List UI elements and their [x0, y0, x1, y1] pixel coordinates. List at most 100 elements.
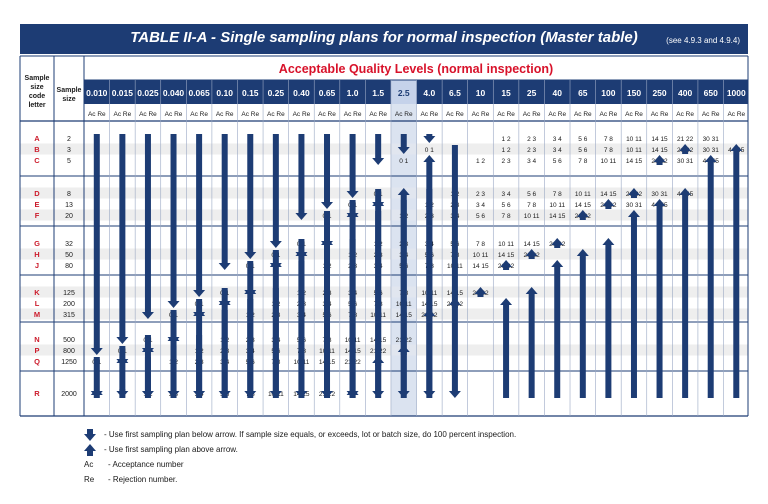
arrow-down-icon	[448, 145, 461, 398]
aql-value-label: 10	[476, 88, 486, 98]
arrow-up-icon	[602, 238, 615, 398]
ac-re-subheader: Ac Re	[651, 111, 669, 118]
ac-re-subheader: Ac Re	[702, 111, 720, 118]
sample-size: 200	[63, 301, 75, 308]
sample-size: 32	[65, 241, 73, 248]
arrow-up-icon	[84, 443, 104, 456]
ac-re-cell: 10 11	[626, 136, 642, 143]
ac-re-cell: 21 22	[677, 136, 694, 143]
code-letter: G	[34, 239, 40, 248]
arrow-down-icon	[90, 357, 103, 398]
ac-re-cell: 10 11	[473, 252, 489, 259]
code-letter: K	[34, 288, 40, 297]
ac-re-cell: 1 2	[502, 147, 511, 154]
ac-re-cell: 30 31	[677, 158, 694, 165]
ac-re-cell: 1 2	[476, 158, 485, 165]
ac-re-cell: 14 15	[651, 136, 668, 143]
aql-value-label: 25	[527, 88, 537, 98]
code-letter: M	[34, 310, 40, 319]
sample-size: 800	[63, 348, 75, 355]
ac-re-cell: 14 15	[575, 202, 592, 209]
arrow-up-icon	[500, 260, 513, 270]
arrow-down-icon	[116, 134, 129, 344]
ac-re-subheader: Ac Re	[139, 111, 157, 118]
arrow-up-icon	[525, 249, 538, 259]
arrow-up-icon	[602, 199, 615, 209]
ac-re-cell: 7 8	[578, 158, 587, 165]
aql-value-label: 15	[501, 88, 511, 98]
arrow-up-icon	[116, 356, 129, 398]
sample-size: 3	[67, 147, 71, 154]
sample-size: 8	[67, 191, 71, 198]
aql-value-label: 250	[652, 88, 666, 98]
legend-re-key: Re	[84, 475, 95, 484]
sample-size: 20	[65, 213, 73, 220]
sample-size: 2	[67, 136, 71, 143]
sample-size: 1250	[61, 359, 77, 366]
arrow-up-icon	[244, 287, 257, 398]
ac-re-subheader: Ac Re	[523, 111, 541, 118]
sample-size: 13	[65, 202, 73, 209]
arrow-up-icon	[141, 345, 154, 398]
code-letter: R	[34, 389, 40, 398]
code-letter: H	[34, 250, 39, 259]
arrow-up-icon	[627, 188, 640, 198]
ac-re-cell: 14 15	[549, 213, 566, 220]
aql-value-label: 1.0	[347, 88, 359, 98]
aql-value-label: 0.40	[293, 88, 310, 98]
arrow-up-icon	[679, 188, 692, 398]
ac-re-subheader: Ac Re	[600, 111, 618, 118]
ac-re-cell: 14 15	[498, 252, 515, 259]
aql-value-label: 0.025	[137, 88, 159, 98]
ac-re-cell: 10 11	[600, 158, 616, 165]
arrow-up-icon	[653, 155, 666, 165]
ac-re-cell: 10 11	[498, 241, 514, 248]
aql-value-label: 65	[578, 88, 588, 98]
code-letter: D	[34, 189, 40, 198]
ac-re-subheader: Ac Re	[88, 111, 106, 118]
arrow-down-icon	[423, 134, 436, 143]
code-letter-header-word: Sample	[25, 75, 50, 82]
legend: - Use first sampling plan below arrow. I…	[84, 427, 516, 487]
legend-ac-text: - Acceptance number	[108, 460, 184, 469]
arrow-down-icon	[346, 134, 359, 198]
aql-value-label: 40	[552, 88, 562, 98]
code-letter: E	[34, 200, 39, 209]
arrow-down-icon	[244, 261, 257, 297]
arrow-up-icon	[679, 144, 692, 154]
legend-row-up: - Use first sampling plan above arrow.	[84, 442, 516, 457]
arrow-up-icon	[525, 287, 538, 398]
ac-re-subheader: Ac Re	[190, 111, 208, 118]
aql-highlight-cell	[390, 80, 417, 104]
arrow-up-icon	[730, 144, 743, 398]
arrow-up-icon	[167, 334, 180, 398]
ac-re-subheader: Ac Re	[446, 111, 464, 118]
ac-re-subheader: Ac Re	[548, 111, 566, 118]
sample-size-header-word: Sample	[57, 87, 82, 94]
aql-value-label: 400	[678, 88, 692, 98]
arrow-down-icon	[167, 134, 180, 308]
code-letter: N	[34, 335, 39, 344]
row-stripe	[20, 286, 748, 298]
arrow-up-icon	[448, 298, 461, 308]
row-stripe	[20, 143, 748, 155]
aql-value-label: 0.15	[242, 88, 259, 98]
arrow-up-icon	[576, 249, 589, 398]
code-letter: Q	[34, 357, 40, 366]
ac-re-cell: 10 11	[524, 213, 540, 220]
arrow-down-icon	[193, 134, 206, 297]
ac-re-cell: 0 1	[425, 147, 434, 154]
ac-re-cell: 1 2	[502, 136, 511, 143]
code-letter: C	[34, 156, 40, 165]
aql-value-label: 0.015	[112, 88, 134, 98]
ac-re-cell: 5 6	[578, 147, 587, 154]
aql-header: Acceptable Quality Levels (normal inspec…	[279, 62, 553, 76]
ac-re-cell: 5 6	[476, 213, 485, 220]
sample-size: 315	[63, 312, 75, 319]
ac-re-cell: 10 11	[626, 147, 642, 154]
ac-re-cell: 10 11	[575, 191, 591, 198]
arrow-up-icon	[372, 199, 385, 398]
ac-re-subheader: Ac Re	[676, 111, 694, 118]
arrow-down-icon	[295, 134, 308, 220]
arrow-up-icon	[90, 388, 103, 398]
